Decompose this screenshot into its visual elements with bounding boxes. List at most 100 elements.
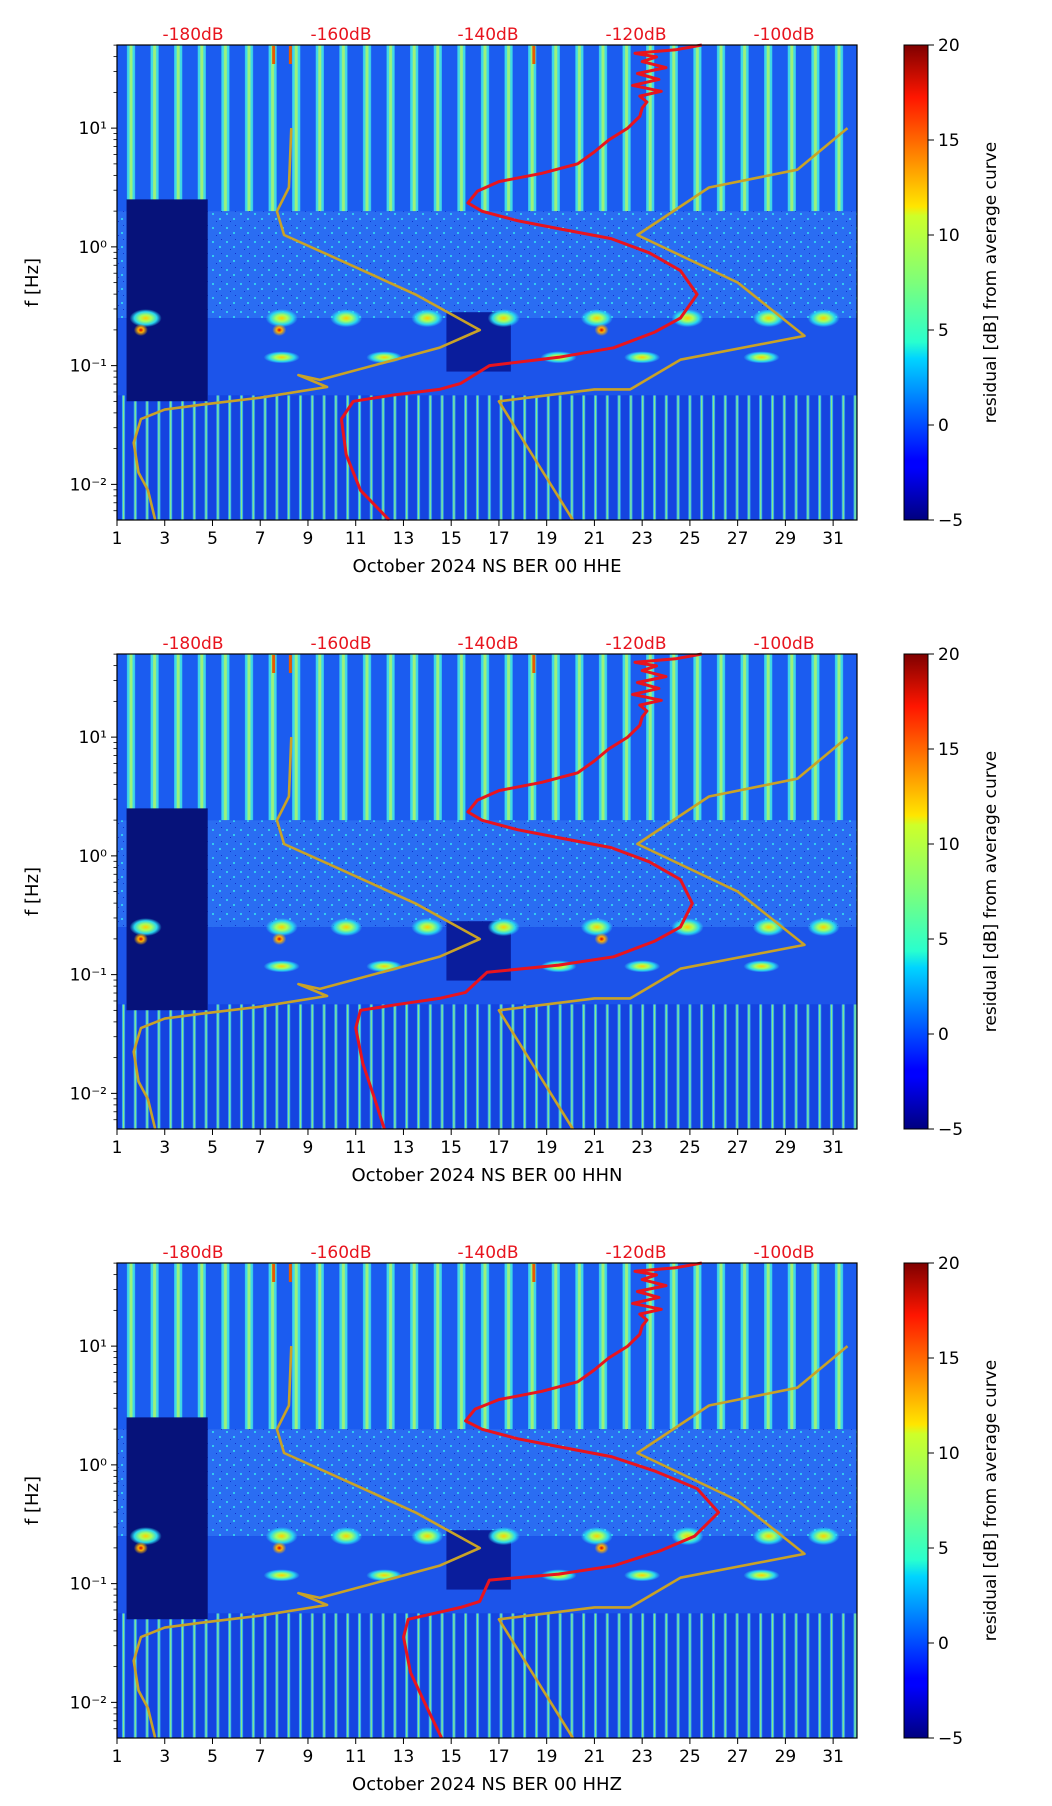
y-tick-label: 10⁻¹: [70, 1575, 107, 1595]
y-tick-label: 10¹: [79, 1337, 107, 1357]
hf-hot-patch: [272, 46, 276, 64]
colorbar-tick-label: 0: [938, 416, 949, 436]
colorbar-tick-label: 10: [938, 835, 960, 855]
db-scale-label: -120dB: [605, 25, 666, 45]
microseism-event: [671, 1527, 704, 1546]
x-tick-label: 29: [775, 1138, 797, 1158]
hot-event: [594, 1542, 609, 1554]
hf-hot-patch: [288, 1264, 292, 1282]
x-tick-label: 19: [536, 1747, 558, 1767]
hot-event: [133, 933, 148, 945]
hf-hot-patch: [532, 1264, 536, 1282]
microseism-event: [807, 918, 840, 937]
colorbar-frame: [903, 653, 929, 1130]
x-tick-label: 27: [727, 529, 749, 549]
colorbar-gradient: [904, 1263, 928, 1738]
colorbar-tick-label: 5: [938, 930, 949, 950]
db-scale-label: -180dB: [162, 1243, 223, 1263]
x-tick-label: 9: [303, 1747, 314, 1767]
colorbar-tick-label: 5: [938, 1539, 949, 1559]
x-tick-label: 13: [393, 529, 415, 549]
hot-event: [133, 1542, 148, 1554]
x-tick-label: 5: [207, 1138, 218, 1158]
microseism-event: [671, 918, 704, 937]
hf-hot-patch: [532, 46, 536, 64]
hot-event: [272, 1542, 287, 1554]
db-scale-label: -100dB: [753, 634, 814, 654]
y-tick-label: 10⁰: [79, 238, 108, 258]
x-tick-label: 11: [345, 1138, 367, 1158]
microseism-event: [265, 309, 298, 328]
secondary-event: [624, 960, 661, 973]
db-scale-label: -140dB: [457, 25, 518, 45]
microseism-event: [580, 309, 613, 328]
microseism-event: [752, 918, 785, 937]
colorbar-tick-label: 10: [938, 226, 960, 246]
x-axis-label: October 2024 NS BER 00 HHE: [353, 556, 622, 577]
x-tick-label: 31: [822, 529, 844, 549]
hot-event: [594, 324, 609, 336]
x-tick-label: 27: [727, 1138, 749, 1158]
low-frequency-band: [117, 1004, 857, 1129]
colorbar-tick-label: 15: [938, 740, 960, 760]
microseism-event: [330, 1527, 363, 1546]
colorbar-label: residual [dB] from average curve: [981, 1360, 1001, 1641]
x-tick-label: 1: [112, 1138, 123, 1158]
db-scale-label: -180dB: [162, 634, 223, 654]
microseism-event: [129, 309, 162, 328]
red-mean-psd-curve: [339, 43, 703, 522]
hf-hot-patch: [532, 655, 536, 673]
data-gap-region: [126, 199, 208, 402]
db-scale-label: -160dB: [310, 1243, 371, 1263]
colorbar-tick-label: 20: [938, 36, 960, 56]
x-tick-label: 1: [112, 529, 123, 549]
low-frequency-band: [117, 1613, 857, 1738]
x-axis-label: October 2024 NS BER 00 HHN: [351, 1165, 622, 1186]
secondary-event: [263, 1569, 300, 1582]
colorbar: 20 15 10 5 0 −5 residual [dB] from average cur…: [903, 36, 1001, 531]
hot-event: [133, 324, 148, 336]
gold-noise-model-curve: [497, 1345, 849, 1739]
colorbar-label: residual [dB] from average curve: [981, 142, 1001, 423]
x-tick-label: 17: [488, 1747, 510, 1767]
x-tick-label: 25: [679, 529, 701, 549]
db-scale-label: -160dB: [310, 634, 371, 654]
x-tick-label: 3: [159, 1747, 170, 1767]
hot-event: [594, 933, 609, 945]
secondary-event: [743, 351, 780, 364]
x-tick-label: 7: [255, 1747, 266, 1767]
colorbar-tick-label: 10: [938, 1444, 960, 1464]
x-tick-label: 17: [488, 1138, 510, 1158]
gold-noise-model-curve: [497, 736, 849, 1130]
x-tick-label: 9: [303, 1138, 314, 1158]
colorbar-tick-label: 5: [938, 321, 949, 341]
x-tick-label: 9: [303, 529, 314, 549]
y-axis-label: f [Hz]: [22, 258, 43, 307]
y-tick-label: 10⁰: [79, 847, 108, 867]
microseism-event: [807, 1527, 840, 1546]
db-scale-label: -100dB: [753, 1243, 814, 1263]
x-tick-label: 17: [488, 529, 510, 549]
mid-frequency-band: [117, 1429, 857, 1537]
colorbar-tick-label: 0: [938, 1025, 949, 1045]
microseism-event: [807, 309, 840, 328]
x-tick-label: 31: [822, 1138, 844, 1158]
x-tick-label: 3: [159, 1138, 170, 1158]
x-tick-label: 13: [393, 1747, 415, 1767]
x-tick-label: 1: [112, 1747, 123, 1767]
x-tick-label: 23: [631, 1747, 653, 1767]
x-tick-label: 29: [775, 1747, 797, 1767]
colorbar-gradient: [904, 654, 928, 1129]
secondary-event: [743, 960, 780, 973]
microseism-event: [580, 918, 613, 937]
hot-event: [272, 933, 287, 945]
red-mean-psd-curve: [354, 652, 703, 1130]
hot-event: [272, 324, 287, 336]
colorbar: 20 15 10 5 0 −5 residual [dB] from average cur…: [903, 645, 1001, 1140]
microseism-event: [330, 918, 363, 937]
spectrogram-image: [117, 45, 857, 520]
